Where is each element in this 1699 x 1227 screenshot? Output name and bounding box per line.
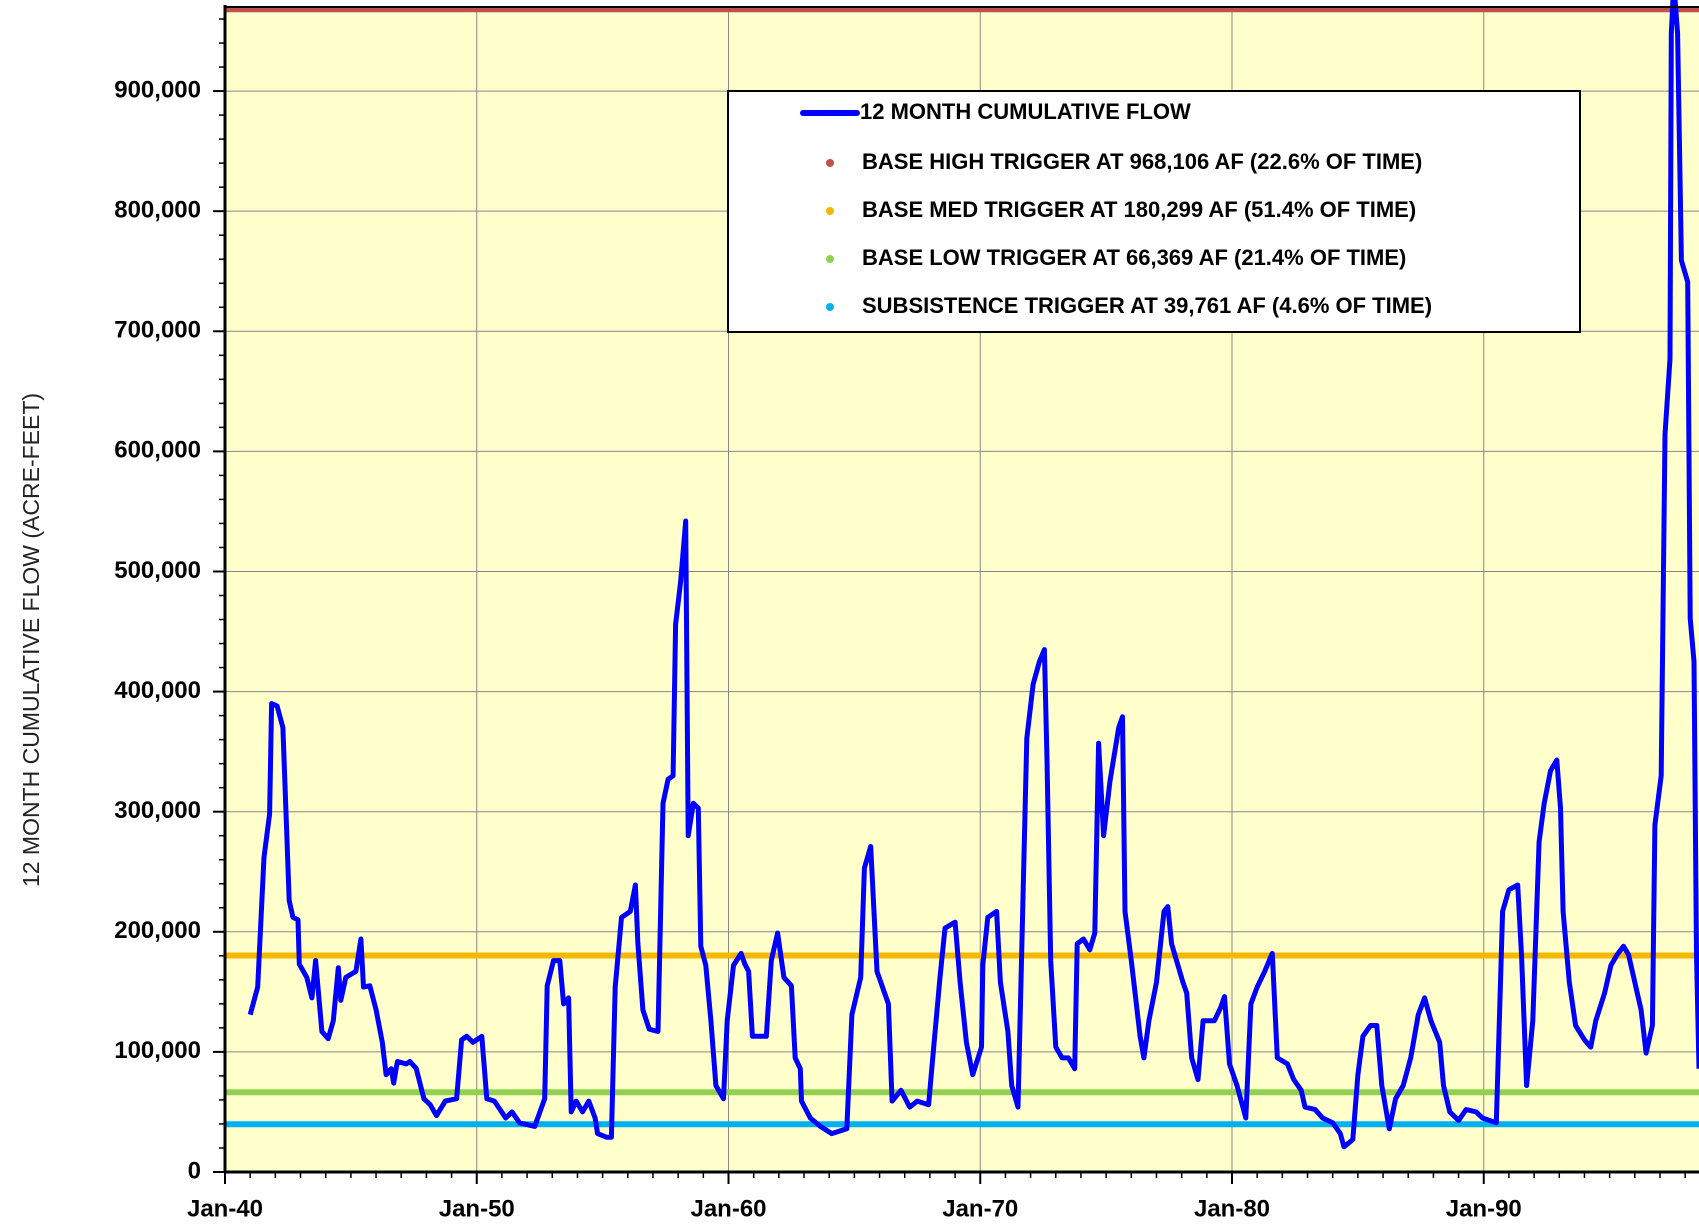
legend-label: SUBSISTENCE TRIGGER AT 39,761 AF (4.6% O… (862, 293, 1432, 318)
y-tick-label: 800,000 (114, 197, 201, 224)
legend-label: BASE LOW TRIGGER AT 66,369 AF (21.4% OF … (862, 245, 1406, 270)
x-tick-label: Jan-70 (942, 1195, 1018, 1222)
x-tick-label: Jan-40 (187, 1195, 263, 1222)
legend-label: BASE HIGH TRIGGER AT 968,106 AF (22.6% O… (862, 149, 1422, 174)
y-tick-label: 600,000 (114, 437, 201, 464)
data-line (247, 0, 1699, 1150)
y-tick-label: 900,000 (114, 76, 201, 103)
y-tick-label: 400,000 (114, 677, 201, 704)
legend-marker (826, 255, 834, 263)
legend-label: BASE MED TRIGGER AT 180,299 AF (51.4% OF… (862, 197, 1416, 222)
y-tick-label: 500,000 (114, 557, 201, 584)
y-tick-label: 200,000 (114, 917, 201, 944)
plot-layer (225, 0, 1699, 1150)
y-tick-label: 100,000 (114, 1037, 201, 1064)
y-tick-label: 700,000 (114, 317, 201, 344)
legend-marker (826, 303, 834, 311)
y-axis-label: 12 MONTH CUMULATIVE FLOW (ACRE-FEET) (18, 393, 44, 887)
x-tick-label: Jan-80 (1194, 1195, 1270, 1222)
x-tick-label: Jan-50 (439, 1195, 515, 1222)
legend-box (727, 90, 1581, 333)
legend-label: 12 MONTH CUMULATIVE FLOW (860, 99, 1191, 124)
y-tick-label: 300,000 (114, 797, 201, 824)
y-tick-label: 0 (188, 1157, 201, 1184)
legend-marker (826, 159, 834, 167)
legend-marker (826, 207, 834, 215)
x-tick-label: Jan-90 (1446, 1195, 1522, 1222)
x-tick-label: Jan-60 (690, 1195, 766, 1222)
